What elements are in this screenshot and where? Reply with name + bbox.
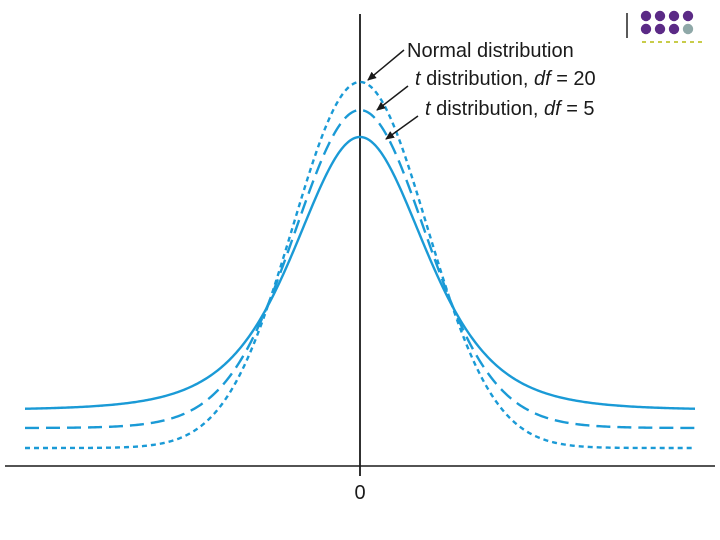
arrow-t20 (376, 85, 409, 111)
label-t-distribution-df5: t distribution, df = 5 (425, 98, 595, 120)
arrow-t5 (385, 115, 419, 140)
label-t-distribution-df20: t distribution, df = 20 (415, 68, 596, 90)
t-distribution-df20-curve (24, 108, 696, 430)
t-distribution-df5-curve (24, 135, 696, 410)
normal-distribution-curve (25, 80, 695, 450)
arrow-normal (367, 49, 405, 81)
label-normal-distribution: Normal distribution (407, 40, 574, 62)
x-tick-label-zero: 0 (354, 482, 365, 504)
